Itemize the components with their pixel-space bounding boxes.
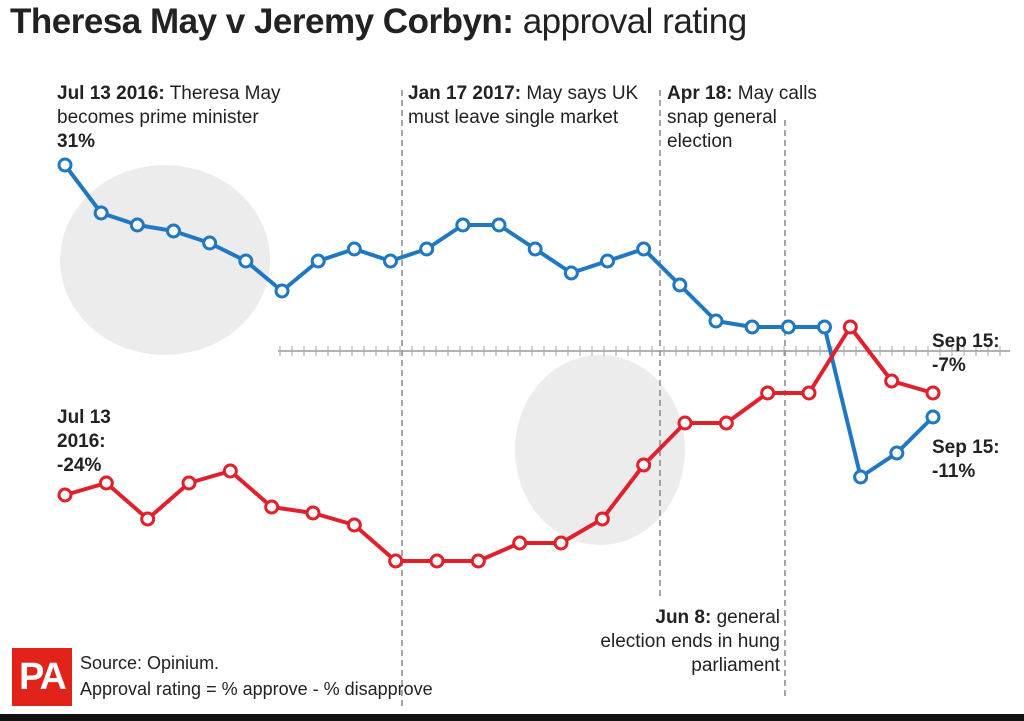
- annotation: Jul 13 2016: Theresa May becomes prime m…: [57, 82, 357, 154]
- point: [600, 253, 615, 269]
- point: [780, 319, 796, 335]
- chart-title: Theresa May v Jeremy Corbyn: approval ra…: [10, 2, 747, 42]
- photo-may: [60, 165, 270, 355]
- point: [264, 499, 280, 515]
- point: [57, 157, 73, 173]
- annotation-text: May says UK must leave single market: [408, 83, 639, 128]
- annotation: Apr 18: May calls snap general election: [667, 82, 827, 154]
- point: [274, 283, 290, 299]
- point: [346, 517, 362, 533]
- source-block: Source: Opinium. Approval rating = % appr…: [80, 650, 433, 702]
- point: [553, 535, 569, 551]
- photo-corbyn: [515, 355, 685, 545]
- annotation-text: Theresa May becomes prime minister: [57, 83, 281, 128]
- point: [636, 241, 652, 257]
- annotation-date: Jan 17 2017:: [408, 83, 522, 104]
- series-line: [64, 325, 934, 563]
- point: [429, 553, 445, 569]
- point: [202, 235, 218, 251]
- value-label: -7%: [932, 355, 966, 376]
- point: [842, 319, 858, 335]
- point: [238, 253, 254, 269]
- value-label: -24%: [57, 455, 102, 476]
- point: [636, 457, 652, 473]
- title-bold: Theresa May v Jeremy Corbyn:: [10, 2, 514, 41]
- annotation-date: Sep 15:: [932, 331, 1000, 352]
- point: [760, 385, 776, 401]
- point: [383, 253, 398, 269]
- annotation-date: Jul 13 2016:: [57, 83, 165, 104]
- source: Source: Opinium.: [80, 653, 220, 673]
- point: [677, 415, 693, 431]
- point: [563, 265, 579, 281]
- point: [346, 241, 362, 257]
- point: [925, 409, 941, 425]
- annotation-date: Jun 8:: [655, 607, 712, 628]
- point: [889, 445, 905, 461]
- point: [310, 253, 326, 269]
- note: Approval rating = % approve - % disappro…: [80, 679, 433, 699]
- point: [166, 223, 181, 239]
- annotation: Jun 8: general election ends in hung par…: [590, 606, 780, 678]
- point: [419, 241, 435, 257]
- annotation: Sep 15: -11%: [932, 436, 1022, 484]
- point: [181, 475, 197, 491]
- annotation-text: May calls snap general election: [667, 83, 817, 152]
- bottom-rule: [0, 714, 1024, 721]
- point: [527, 241, 543, 257]
- point: [925, 385, 941, 401]
- point: [817, 319, 832, 335]
- annotation-date: Apr 18:: [667, 83, 733, 104]
- point: [718, 415, 734, 431]
- annotation-date: Sep 15:: [932, 437, 1000, 458]
- annotation: Jul 13 2016: -24%: [57, 406, 137, 478]
- point: [594, 511, 610, 527]
- annotation: Jan 17 2017: May says UK must leave sing…: [408, 82, 643, 130]
- logo: PA: [12, 648, 72, 706]
- point: [129, 217, 145, 233]
- point: [853, 469, 869, 485]
- title-rest: approval rating: [522, 2, 748, 41]
- point: [57, 487, 73, 503]
- annotation-date: Jul 13 2016:: [57, 407, 111, 452]
- point: [140, 511, 156, 527]
- point: [388, 553, 404, 569]
- point: [801, 385, 817, 401]
- point: [884, 373, 900, 389]
- point: [305, 505, 321, 521]
- point: [708, 313, 724, 329]
- point: [512, 535, 528, 551]
- point: [491, 217, 507, 233]
- point: [744, 319, 760, 335]
- annotation-text: general election ends in hung parliament: [600, 607, 780, 676]
- point: [672, 277, 688, 293]
- point: [93, 205, 109, 221]
- value-label: -11%: [932, 461, 976, 482]
- point: [470, 553, 486, 569]
- point: [222, 463, 238, 479]
- point: [98, 475, 114, 491]
- value-label: 31%: [57, 131, 96, 152]
- point: [455, 217, 471, 233]
- annotation: Sep 15: -7%: [932, 330, 1022, 378]
